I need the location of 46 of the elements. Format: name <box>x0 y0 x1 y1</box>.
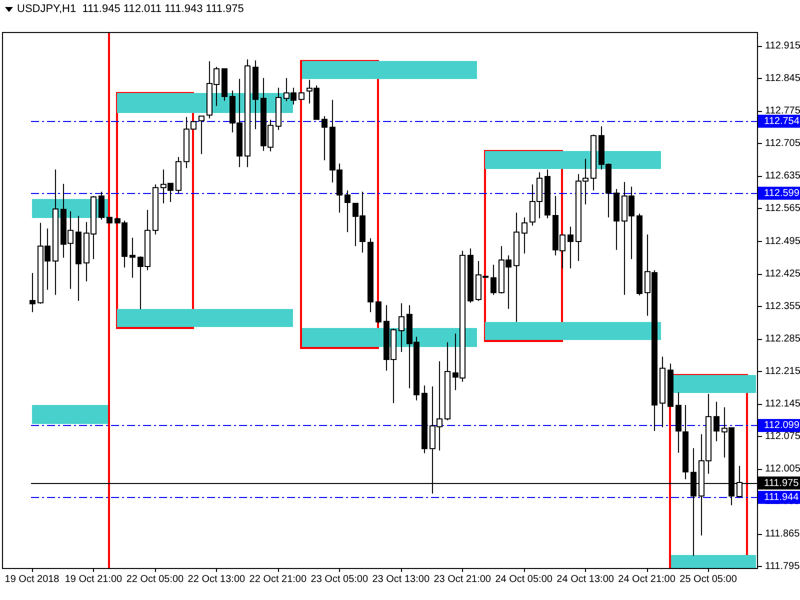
candlestick <box>714 401 720 442</box>
y-tick-label: 112.355 <box>765 300 800 312</box>
y-tick-label: 112.145 <box>765 398 800 410</box>
candlestick <box>130 237 136 278</box>
x-tick-label: 19 Oct 21:00 <box>64 574 123 585</box>
x-tick-label: 22 Oct 21:00 <box>249 574 307 585</box>
y-tick-label: 112.775 <box>765 106 800 117</box>
x-tick-label: 22 Oct 05:00 <box>126 574 184 585</box>
ref-line-label: 111.944 <box>764 492 800 504</box>
y-tick-label: 112.915 <box>765 40 800 52</box>
chart-title: USDJPY,H1 111.945 112.011 111.943 111.975 <box>17 3 244 15</box>
y-tick-label: 112.565 <box>765 203 800 214</box>
candlestick <box>30 272 36 313</box>
y-tick-label: 112.635 <box>765 170 800 182</box>
ref-line-label: 112.599 <box>764 188 800 199</box>
x-tick-label: 23 Oct 05:00 <box>310 574 368 585</box>
y-tick-label: 112.845 <box>765 73 800 84</box>
x-tick-label: 25 Oct 05:00 <box>680 574 738 585</box>
x-tick-label: 24 Oct 05:00 <box>495 574 553 585</box>
x-tick-label: 19 Oct 2018 <box>4 574 60 585</box>
y-tick-label: 111.865 <box>765 528 800 540</box>
y-tick-label: 112.005 <box>765 463 800 474</box>
ref-line-label: 111.975 <box>764 478 800 489</box>
ref-line-label: 112.754 <box>764 116 800 127</box>
candlestick <box>398 302 404 353</box>
x-tick-label: 23 Oct 21:00 <box>434 574 492 585</box>
candlestick <box>522 216 528 254</box>
y-tick-label: 112.285 <box>765 333 800 344</box>
candlestick <box>322 116 328 161</box>
candlestick <box>490 264 496 296</box>
ref-line-label: 112.099 <box>764 420 800 432</box>
x-tick-label: 22 Oct 13:00 <box>188 574 246 585</box>
candlestick <box>198 116 204 155</box>
x-tick-label: 23 Oct 13:00 <box>372 574 430 585</box>
x-tick-label: 24 Oct 13:00 <box>556 574 614 585</box>
y-tick-label: 111.795 <box>765 560 800 572</box>
candlestick <box>98 191 104 220</box>
x-tick-label: 24 Oct 21:00 <box>618 574 676 585</box>
y-tick-label: 112.425 <box>765 268 800 280</box>
y-tick-label: 112.705 <box>765 138 800 150</box>
candlestick <box>376 300 382 324</box>
candlestick <box>344 190 350 233</box>
y-tick-label: 112.495 <box>765 236 800 247</box>
y-tick-label: 112.075 <box>765 430 800 442</box>
y-tick-label: 112.215 <box>765 366 800 377</box>
candlestick <box>568 226 574 269</box>
